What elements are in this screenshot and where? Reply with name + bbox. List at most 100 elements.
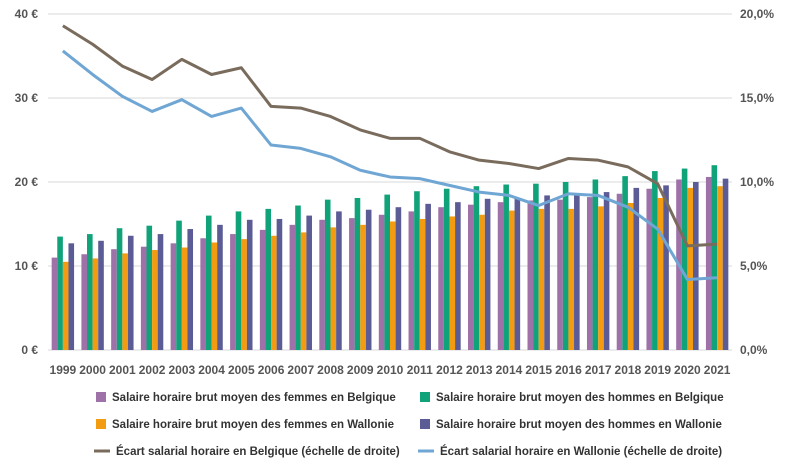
bar <box>330 227 337 350</box>
bar <box>544 195 550 350</box>
bar <box>514 197 521 350</box>
x-tick-label: 2012 <box>436 363 463 377</box>
bar <box>586 197 593 350</box>
bar <box>324 199 331 350</box>
bar <box>170 243 177 350</box>
bar <box>241 239 247 350</box>
bar <box>152 250 158 350</box>
bar <box>116 228 123 350</box>
bar <box>443 188 450 350</box>
bar <box>181 247 188 350</box>
x-tick-label: 2018 <box>615 363 642 377</box>
x-tick-label: 2009 <box>347 363 374 377</box>
bar <box>497 202 504 350</box>
bar <box>533 183 539 350</box>
legend-swatch <box>96 419 106 429</box>
bar <box>562 182 569 350</box>
bar <box>230 234 236 350</box>
legend-swatch <box>96 392 106 402</box>
bar <box>574 193 580 350</box>
bar <box>51 257 58 350</box>
bar <box>425 203 431 350</box>
x-axis: 1999 2000 2001 2002 2003 2004 2005 2006 2007 2008… <box>50 363 731 377</box>
x-tick-label: 2004 <box>198 363 225 377</box>
x-tick-label: 2015 <box>525 363 552 377</box>
x-tick-label: 2006 <box>258 363 285 377</box>
bar <box>419 218 426 350</box>
y-tick-label-right: 20,0% <box>740 7 774 21</box>
series-line-1 <box>61 49 718 281</box>
bar <box>408 211 415 350</box>
bar <box>627 203 634 350</box>
legend: Salaire horaire brut moyen des femmes en… <box>94 392 724 458</box>
bar <box>62 261 69 350</box>
y-tick-label-right: 15,0% <box>740 91 774 105</box>
bar <box>527 200 534 350</box>
bar <box>508 210 515 350</box>
x-tick-label: 2010 <box>377 363 404 377</box>
y-tick-label-left: 40 € <box>15 7 39 21</box>
bar <box>271 235 277 350</box>
bar <box>378 214 385 350</box>
y-tick-label-right: 5,0% <box>740 259 768 273</box>
line-series <box>61 24 718 281</box>
bar <box>592 179 599 350</box>
bar <box>687 187 693 350</box>
bar <box>319 219 325 350</box>
bar <box>395 207 402 350</box>
bar <box>538 208 545 350</box>
bar <box>622 176 628 350</box>
bar <box>365 209 372 350</box>
x-tick-label: 2013 <box>466 363 493 377</box>
bar <box>349 218 355 350</box>
bar <box>235 211 242 350</box>
bar <box>259 229 266 350</box>
y-axis-left: 0 € 10 € 20 € 30 € 40 € <box>15 7 39 357</box>
bar <box>663 185 669 350</box>
bar <box>722 178 729 350</box>
x-tick-label: 1999 <box>50 363 77 377</box>
bar <box>157 234 164 350</box>
bar <box>598 206 604 350</box>
bar <box>646 188 653 350</box>
bar <box>616 193 623 350</box>
bar <box>246 219 253 350</box>
y-tick-label-left: 20 € <box>15 175 39 189</box>
bar <box>479 214 485 350</box>
bar <box>468 204 474 350</box>
bar <box>57 236 63 350</box>
bar <box>98 240 104 350</box>
bar <box>360 224 366 350</box>
bar <box>438 207 444 350</box>
x-tick-label: 2011 <box>407 363 433 377</box>
legend-label: Salaire horaire brut moyen des hommes en… <box>436 392 724 404</box>
y-axis-right: 0,0% 5,0% 10,0% 15,0% 20,0% <box>740 7 774 357</box>
legend-label: Salaire horaire brut moyen des hommes en… <box>436 419 722 431</box>
x-tick-label: 2007 <box>287 363 314 377</box>
bar <box>692 182 699 350</box>
bar <box>187 229 194 350</box>
x-tick-label: 2021 <box>704 363 731 377</box>
bar <box>300 232 307 350</box>
x-tick-label: 2008 <box>317 363 344 377</box>
bar <box>557 199 563 350</box>
bar <box>211 242 218 350</box>
x-tick-label: 2001 <box>109 363 136 377</box>
bar <box>265 208 272 350</box>
bar <box>140 246 147 350</box>
legend-label: Salaire horaire brut moyen des femmes en… <box>112 392 396 404</box>
legend-label: Salaire horaire brut moyen des femmes en… <box>112 419 394 431</box>
bar <box>146 225 153 350</box>
bar <box>336 211 342 350</box>
bar <box>217 224 223 350</box>
bar <box>127 235 134 350</box>
x-tick-label: 2005 <box>228 363 255 377</box>
bar <box>603 192 610 350</box>
bar <box>68 243 75 350</box>
y-tick-label-right: 10,0% <box>740 175 774 189</box>
bar <box>657 197 664 350</box>
bar <box>200 238 206 350</box>
bar <box>633 187 640 350</box>
bar <box>503 184 509 350</box>
